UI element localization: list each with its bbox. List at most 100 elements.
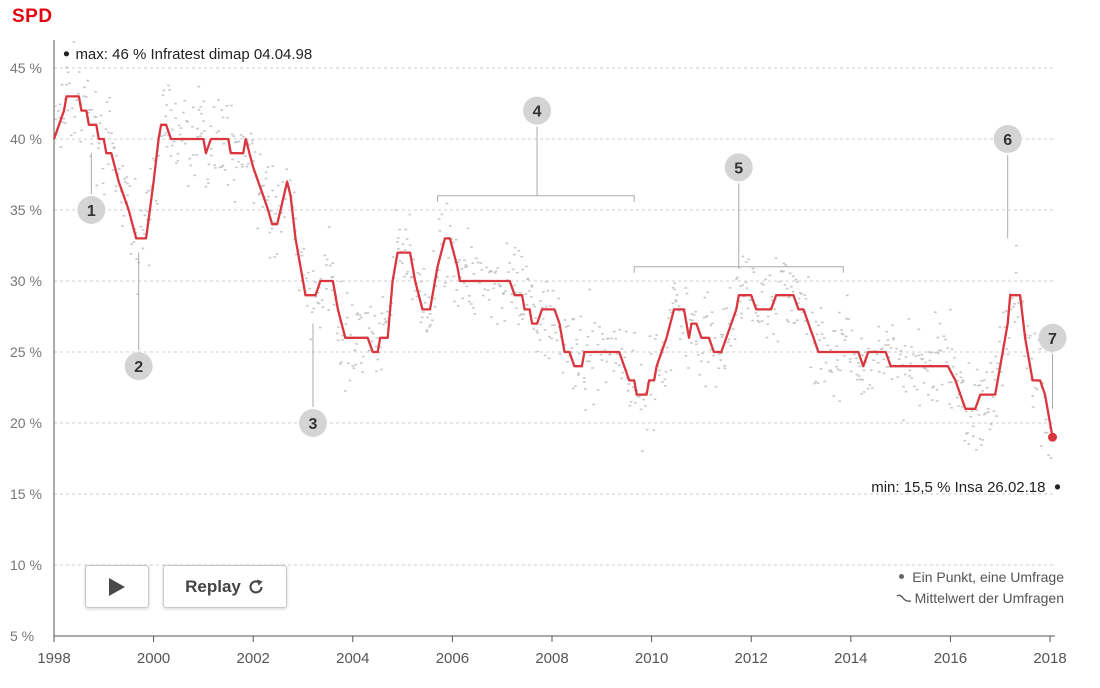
poll-dot — [107, 163, 110, 166]
poll-dot — [601, 338, 605, 341]
poll-dot — [63, 122, 67, 124]
poll-dot — [700, 360, 703, 363]
poll-dot — [292, 191, 296, 194]
poll-dot — [331, 275, 335, 278]
poll-dot — [440, 243, 443, 246]
poll-dot — [53, 105, 57, 107]
poll-dot — [985, 386, 989, 389]
poll-dot — [791, 291, 795, 293]
poll-dot — [583, 377, 586, 379]
poll-dot — [437, 218, 441, 220]
poll-dot — [615, 353, 619, 355]
poll-dot — [244, 155, 247, 158]
poll-dot — [882, 358, 885, 360]
poll-dot — [455, 289, 458, 291]
play-button[interactable] — [85, 565, 149, 608]
poll-dot — [141, 247, 145, 250]
poll-dot — [714, 385, 718, 388]
poll-dot — [330, 289, 334, 292]
poll-dot — [80, 129, 83, 132]
poll-dot — [472, 273, 476, 275]
poll-dot — [65, 83, 68, 86]
poll-dot — [822, 337, 826, 339]
poll-dot — [200, 112, 203, 115]
poll-dot — [719, 359, 723, 361]
poll-dot — [425, 329, 429, 331]
poll-dot — [125, 176, 129, 178]
poll-dot — [273, 256, 276, 258]
poll-dot — [307, 271, 310, 274]
poll-dot — [574, 385, 577, 387]
poll-dot — [110, 132, 113, 135]
poll-dot — [727, 322, 731, 325]
poll-dot — [268, 231, 272, 234]
poll-dot — [141, 229, 145, 231]
poll-dot — [440, 213, 444, 216]
poll-dot — [819, 307, 823, 309]
poll-dot — [661, 381, 664, 383]
poll-dot — [678, 338, 682, 341]
poll-dot — [577, 372, 581, 375]
poll-dot — [931, 386, 934, 389]
poll-dot — [988, 428, 992, 431]
poll-dot — [431, 319, 434, 322]
poll-dot — [165, 104, 168, 106]
poll-dot — [280, 212, 284, 214]
poll-dot — [262, 184, 265, 187]
poll-dot — [420, 316, 424, 319]
poll-dot — [161, 94, 165, 97]
poll-dot — [133, 227, 137, 230]
poll-dot — [570, 347, 574, 349]
poll-dot — [108, 110, 112, 113]
poll-dot — [207, 163, 211, 166]
poll-dot — [798, 292, 802, 294]
poll-dot — [521, 318, 524, 320]
poll-dot — [309, 338, 313, 341]
poll-dot — [566, 360, 569, 363]
poll-dot — [604, 381, 608, 384]
poll-dot — [586, 335, 590, 338]
poll-dot — [132, 241, 136, 243]
poll-dot — [614, 337, 618, 340]
poll-dot — [1014, 271, 1018, 274]
poll-dot — [186, 121, 189, 123]
poll-dot — [325, 264, 328, 266]
replay-button[interactable]: Replay — [163, 565, 287, 608]
poll-dot — [115, 185, 118, 187]
poll-dot — [468, 295, 471, 297]
poll-dot — [513, 246, 517, 249]
poll-dot — [147, 264, 151, 267]
poll-dot — [742, 295, 746, 298]
poll-dot — [794, 278, 798, 281]
annotation-badge-label: 7 — [1048, 331, 1057, 348]
poll-dot — [578, 352, 581, 355]
poll-dot — [935, 388, 939, 391]
poll-dot — [99, 114, 103, 117]
poll-dot — [735, 276, 739, 279]
annotation-labels: max: 46 % Infratest dimap 04.04.98 min: 1… — [63, 46, 1067, 496]
poll-dot — [751, 267, 755, 270]
poll-dot — [770, 299, 774, 302]
poll-dot — [321, 306, 325, 309]
poll-dot — [453, 300, 456, 303]
poll-dot — [123, 177, 127, 180]
poll-dot — [373, 315, 377, 317]
poll-dot — [864, 351, 867, 353]
poll-dot — [967, 362, 971, 364]
poll-dot — [849, 370, 853, 373]
poll-dot — [908, 375, 911, 377]
poll-dot — [258, 191, 262, 194]
replay-label: Replay — [185, 576, 241, 596]
poll-dot — [151, 157, 155, 160]
poll-dot — [226, 116, 229, 119]
poll-dot — [466, 227, 470, 230]
poll-dot — [432, 250, 435, 252]
poll-dot — [927, 351, 931, 353]
poll-dot — [944, 338, 947, 341]
poll-dot — [949, 308, 952, 311]
poll-dot — [861, 379, 864, 381]
poll-dot — [202, 130, 206, 133]
poll-dot — [539, 300, 542, 302]
poll-dot — [401, 262, 404, 264]
poll-dot — [121, 165, 124, 167]
